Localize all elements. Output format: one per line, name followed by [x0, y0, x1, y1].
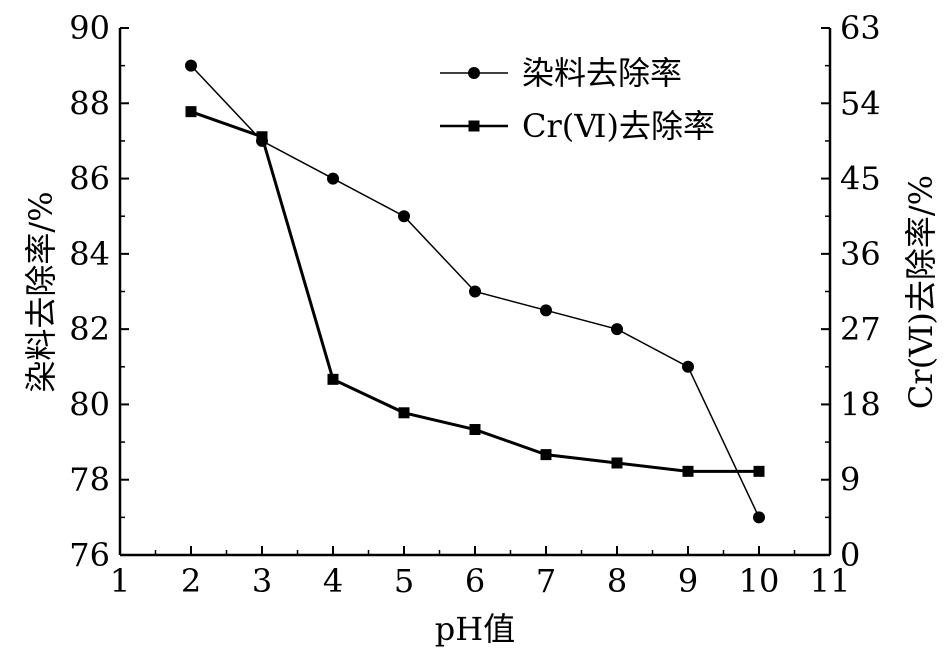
- y-right-tick-label: 18: [840, 385, 881, 423]
- y-axis-left-title: 染料去除率/%: [22, 191, 60, 392]
- dye-removal-point: [611, 323, 623, 336]
- legend-label-dye: 染料去除率: [522, 54, 682, 92]
- x-tick-label: 1: [110, 562, 130, 600]
- dye-removal-point: [682, 360, 694, 373]
- y-left-tick-label: 82: [69, 310, 110, 348]
- x-tick-label: 2: [181, 562, 201, 600]
- y-right-tick-label: 63: [840, 9, 881, 47]
- x-tick-label: 4: [323, 562, 343, 600]
- y-right-tick-label: 0: [840, 536, 860, 574]
- dye-removal-point: [398, 210, 410, 223]
- y-left-tick-label: 80: [69, 385, 110, 423]
- y-right-tick-label: 9: [840, 461, 860, 499]
- legend: 染料去除率 Cr(Ⅵ)去除率: [440, 54, 715, 145]
- cr-removal-point: [469, 424, 481, 436]
- y-left-tick-label: 78: [69, 461, 110, 499]
- y-right-tick-label: 27: [840, 310, 881, 348]
- y-right-tick-label: 45: [840, 160, 881, 198]
- y-right-tick-label: 36: [840, 235, 881, 273]
- x-tick-label: 9: [678, 562, 698, 600]
- x-tick-label: 6: [465, 562, 485, 600]
- y-right-tick-label: 54: [840, 84, 881, 122]
- x-tick-label: 3: [252, 562, 272, 600]
- y-left-tick-label: 90: [69, 9, 110, 47]
- series-layer: [185, 59, 765, 524]
- dye-removal-point: [540, 304, 552, 317]
- dye-removal-point: [469, 285, 481, 298]
- y-left-tick-label: 84: [69, 235, 110, 273]
- y-axis-right-title: Cr(Ⅵ)去除率/%: [902, 175, 940, 409]
- dye-removal-point: [327, 172, 339, 185]
- cr-removal-point: [540, 449, 552, 461]
- x-tick-label: 10: [739, 562, 780, 600]
- dye-removal-point: [753, 511, 765, 524]
- y-left-tick-label: 88: [69, 84, 110, 122]
- legend-marker-cr: [468, 120, 480, 132]
- legend-label-cr: Cr(Ⅵ)去除率: [522, 107, 715, 145]
- cr-removal-point: [256, 131, 268, 143]
- dye-removal-point: [185, 59, 197, 72]
- x-tick-label: 5: [394, 562, 414, 600]
- cr-removal-point: [753, 465, 765, 477]
- cr-removal-point: [682, 465, 694, 477]
- legend-marker-dye: [468, 67, 480, 79]
- cr-removal-point: [185, 106, 197, 118]
- axes-group: 1 2 3 4 5 6 7 8 9 10 11767880828486889009182736455…: [69, 9, 880, 600]
- cr-removal-point: [611, 457, 623, 469]
- cr-removal-point: [398, 407, 410, 419]
- x-tick-label: 11: [810, 562, 851, 600]
- x-axis-title: pH值: [435, 610, 515, 648]
- cr-removal-point: [327, 373, 339, 385]
- y-left-tick-label: 76: [69, 536, 110, 574]
- x-tick-label: 7: [536, 562, 556, 600]
- y-left-tick-label: 86: [69, 160, 110, 198]
- x-tick-label: 8: [607, 562, 627, 600]
